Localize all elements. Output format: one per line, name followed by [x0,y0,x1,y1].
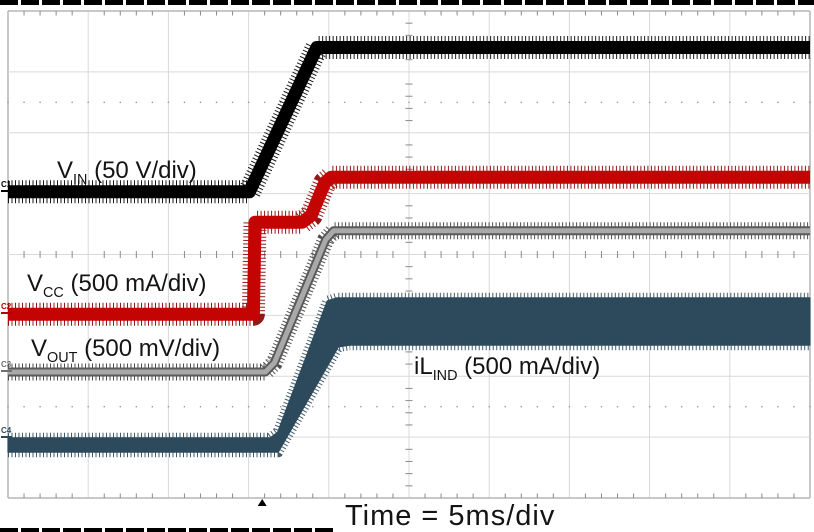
vout-label-scale: (500 mV/div) [77,335,221,362]
bottom-dashed-border [0,528,336,532]
top-dashed-border [0,0,814,5]
ilind-trace-label: iLIND (500 mA/div) [414,353,601,383]
vin-label-symbol: V [57,157,74,184]
trace-c4-il_ind [7,292,811,458]
vcc-label-symbol: V [27,270,44,297]
trigger-marker [257,499,267,506]
trace-c2-vcc [8,165,810,326]
channel-marker-c4: C4 [1,426,13,438]
vout-trace-label: VOUT (500 mV/div) [31,335,221,365]
graticule [7,10,811,499]
vin-label-scale: (50 V/div) [87,157,197,184]
time-scale-label: Time = 5ms/div [345,500,556,532]
vin-label-subscript: IN [73,171,88,188]
trace-c3-vout [8,222,810,381]
vcc-trace-label: VCC (500 mA/div) [27,270,207,300]
vout-label-symbol: V [31,335,48,362]
vcc-label-subscript: CC [43,284,64,301]
vcc-label-scale: (500 mA/div) [63,270,207,297]
channel-marker-c1: C1 [1,180,13,192]
ilind-label-symbol: iL [414,353,433,380]
ilind-label-subscript: IND [432,367,458,384]
vout-label-subscript: OUT [47,349,78,366]
trace-c1-vin [8,36,810,204]
vin-trace-label: VIN (50 V/div) [57,157,197,187]
channel-marker-c2: C2 [1,303,13,315]
channel-marker-c3: C3 [1,360,13,372]
ilind-label-scale: (500 mA/div) [457,353,601,380]
